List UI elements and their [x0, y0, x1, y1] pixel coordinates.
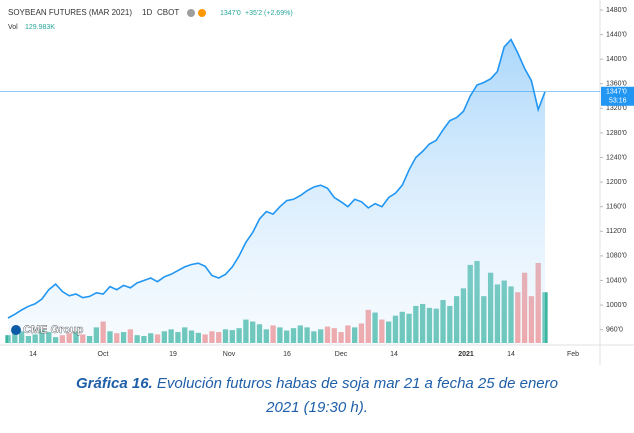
- price-area: [8, 39, 545, 345]
- y-tick-label: 1400'0: [606, 56, 627, 63]
- y-tick-label: 1120'0: [606, 228, 626, 235]
- y-tick-label: 1320'0: [606, 105, 627, 112]
- caption-text: Evolución futuros habas de soja mar 21 a…: [156, 375, 558, 416]
- icon: [198, 9, 206, 17]
- caption: Gráfica 16. Evolución futuros habas de s…: [60, 372, 574, 420]
- icon: [187, 9, 195, 17]
- interval: 1D: [142, 8, 152, 17]
- y-tick-label: 1280'0: [606, 130, 627, 137]
- y-tick-label: 1080'0: [606, 253, 627, 260]
- price-tag: [601, 86, 634, 106]
- x-tick-label: Nov: [223, 351, 236, 358]
- chart-title: SOYBEAN FUTURES (MAR 2021): [8, 8, 132, 17]
- exchange: CBOT: [157, 8, 179, 17]
- y-tick-label: 960'0: [606, 326, 623, 333]
- logo: CME Group: [23, 324, 84, 336]
- y-tick-label: 1000'0: [606, 302, 627, 309]
- price-line: [7, 38, 546, 319]
- chart: SOYBEAN FUTURES (MAR 2021) 1D CBOT 1347'…: [0, 0, 634, 365]
- y-tick-label: 1200'0: [606, 179, 627, 186]
- x-tick-label: Feb: [567, 351, 579, 358]
- y-tick-label: 1480'0: [606, 7, 627, 14]
- volume-value: 129.983K: [25, 24, 55, 31]
- x-tick-label: 14: [507, 351, 515, 358]
- y-tick-label: 1160'0: [606, 204, 626, 211]
- x-tick-label: 19: [169, 351, 177, 358]
- x-tick-label: Dec: [335, 351, 348, 358]
- y-tick-label: 1240'0: [606, 154, 627, 161]
- caption-label: Gráfica 16.: [76, 375, 153, 392]
- x-tick-label: 14: [390, 351, 398, 358]
- price-tag-label: 1347'0: [606, 89, 627, 96]
- volume-label: Vol: [8, 24, 18, 31]
- y-tick-label: 1360'0: [606, 81, 627, 88]
- y-tick-label: 1040'0: [606, 277, 627, 284]
- change: +35'2 (+2.69%): [245, 10, 293, 17]
- y-tick-label: 1440'0: [606, 31, 627, 38]
- x-tick-label: Oct: [98, 351, 109, 358]
- countdown: 53:16: [609, 98, 627, 105]
- x-tick-label: 2021: [458, 351, 474, 358]
- x-tick-label: 16: [283, 351, 291, 358]
- logo-icon: [11, 325, 21, 335]
- x-tick-label: 14: [29, 351, 37, 358]
- last-price: 1347'0: [220, 10, 241, 17]
